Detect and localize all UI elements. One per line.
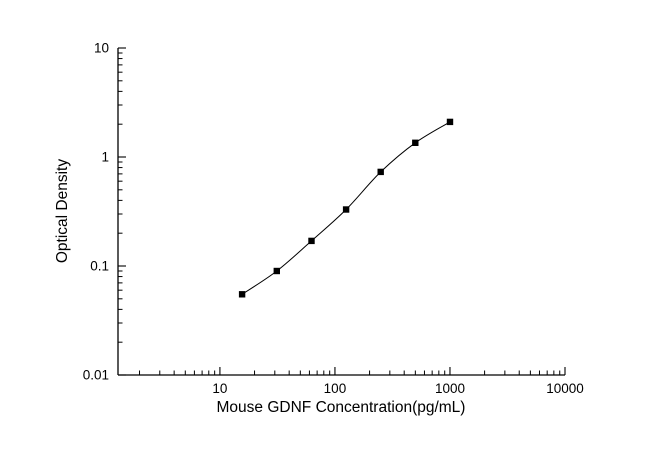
data-point-marker	[342, 206, 350, 213]
x-tick-label: 10000	[546, 381, 584, 396]
data-point-marker	[377, 168, 384, 176]
y-tick-label: 0.01	[83, 368, 109, 383]
data-point-marker	[446, 118, 454, 126]
y-tick-label: 0.1	[90, 259, 109, 274]
x-tick-label: 10	[212, 381, 227, 396]
series-group	[238, 118, 454, 298]
x-tick-label: 100	[324, 381, 347, 396]
axes-group	[117, 48, 565, 376]
data-point-marker	[238, 291, 246, 298]
x-axis-title: Mouse GDNF Concentration(pg/mL)	[217, 399, 466, 416]
data-point-marker	[308, 237, 315, 245]
y-axis-title: Optical Density	[54, 159, 71, 263]
y-tick-label: 10	[94, 41, 109, 56]
x-tick-label: 1000	[435, 381, 465, 396]
y-tick-label: 1	[101, 150, 109, 165]
data-point-marker	[412, 139, 419, 146]
data-point-marker	[273, 267, 280, 275]
tick-labels-group: 10 100 1000 10000 0.01 0.1 1 10	[83, 41, 584, 397]
ticks-group	[118, 47, 566, 376]
